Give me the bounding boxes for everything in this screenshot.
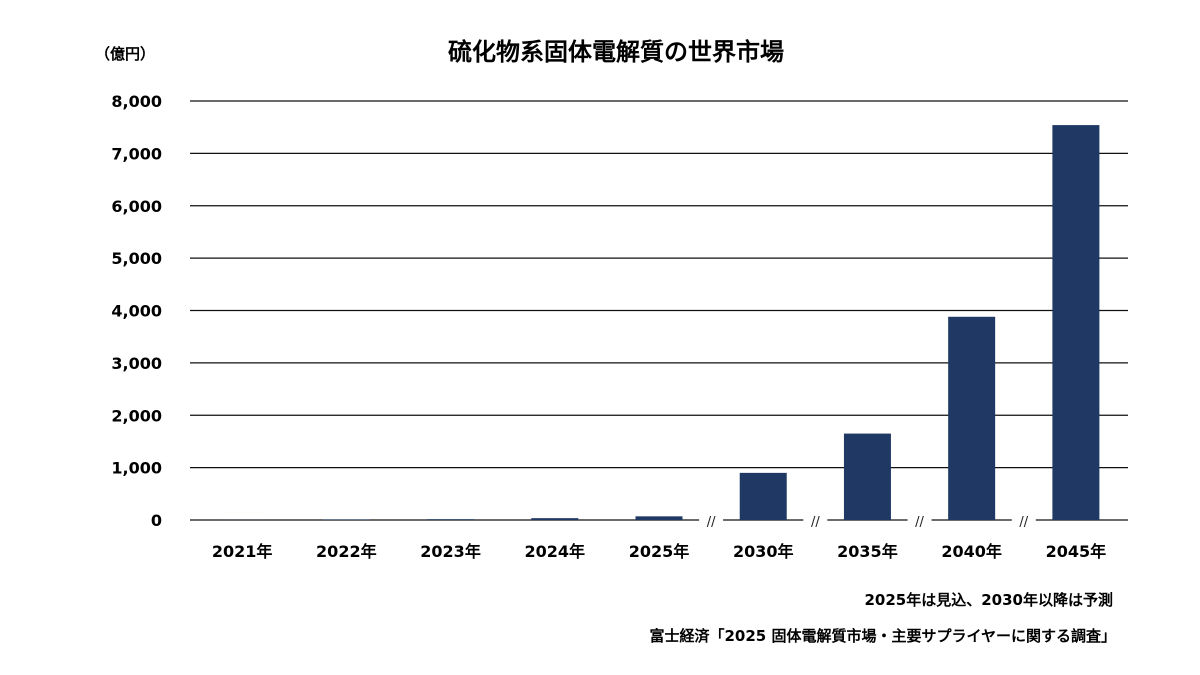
axis-break-mark: // xyxy=(1019,515,1028,530)
x-tick-label: 2024年 xyxy=(525,542,586,561)
gridlines xyxy=(190,100,1128,521)
y-tick-label: 6,000 xyxy=(111,197,162,216)
axis-break-mark: // xyxy=(915,515,924,530)
x-tick-label: 2022年 xyxy=(316,542,377,561)
axis-break-gap xyxy=(699,516,724,524)
x-tick-label: 2035年 xyxy=(837,542,898,561)
bar xyxy=(427,519,475,520)
y-tick-label: 8,000 xyxy=(111,92,162,111)
bar xyxy=(948,316,996,520)
axis-breaks: // // // // xyxy=(699,515,1036,530)
axis-break-mark: // xyxy=(811,515,820,530)
axis-break-gap xyxy=(907,516,932,524)
y-tick-label: 5,000 xyxy=(111,249,162,268)
x-tick-label: 2030年 xyxy=(733,542,794,561)
y-tick-label: 7,000 xyxy=(111,144,162,163)
y-tick-label: 3,000 xyxy=(111,354,162,373)
y-tick-label: 2,000 xyxy=(111,406,162,425)
y-tick-label: 1,000 xyxy=(111,459,162,478)
bar xyxy=(1052,125,1100,520)
x-axis-ticks: 2021年 2022年 2023年 2024年 2025年 2030年 2035年 2040年… xyxy=(212,542,1106,561)
y-axis-unit-label: （億円） xyxy=(95,45,155,63)
y-tick-label: 0 xyxy=(151,511,162,530)
bars xyxy=(218,125,1100,520)
x-tick-label: 2040年 xyxy=(941,542,1002,561)
y-tick-label: 4,000 xyxy=(111,302,162,321)
axis-break-gap xyxy=(803,516,828,524)
x-tick-label: 2045年 xyxy=(1046,542,1107,561)
axis-break-mark: // xyxy=(707,515,716,530)
x-tick-label: 2025年 xyxy=(629,542,690,561)
x-tick-label: 2023年 xyxy=(420,542,481,561)
bar xyxy=(635,516,683,520)
y-axis-ticks: 0 1,000 2,000 3,000 4,000 5,000 6,000 7,000 8,00… xyxy=(111,92,162,530)
chart-title: 硫化物系固体電解質の世界市場 xyxy=(448,38,784,66)
forecast-note: 2025年は見込、2030年以降は予測 xyxy=(865,591,1114,609)
bar xyxy=(843,433,891,520)
bar xyxy=(739,472,787,520)
bar xyxy=(322,519,370,520)
x-tick-label: 2021年 xyxy=(212,542,273,561)
bar xyxy=(531,518,579,520)
axis-break-gap xyxy=(1011,516,1036,524)
source-note: 富士経済「2025 固体電解質市場・主要サプライヤーに関する調査」 xyxy=(649,627,1116,645)
